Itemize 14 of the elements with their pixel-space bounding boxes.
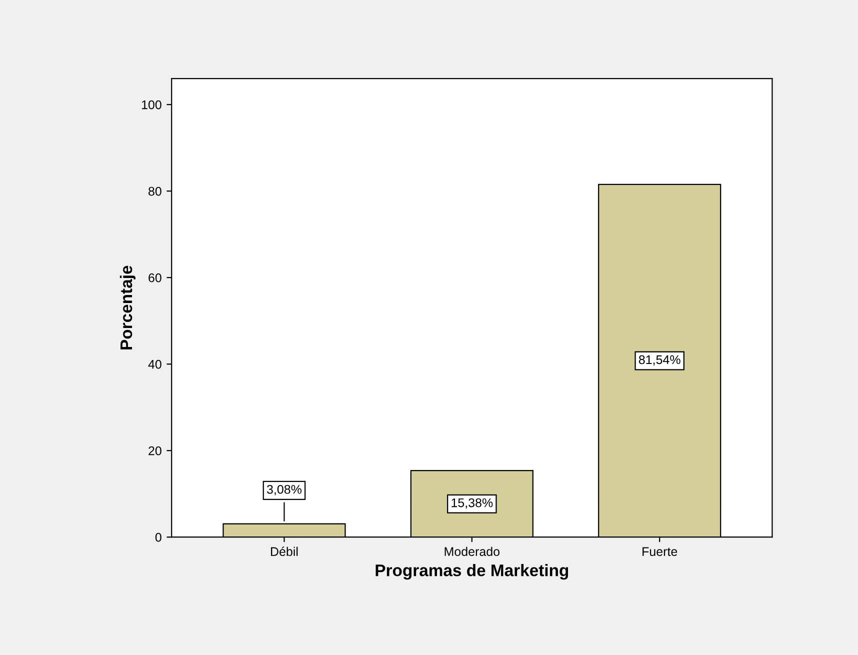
y-tick-label: 20 (148, 446, 162, 456)
data-label: 3,08% (266, 484, 302, 496)
x-tick-label: Fuerte (642, 547, 678, 556)
data-label: 15,38% (452, 498, 493, 509)
y-tick-label: 0 (155, 532, 162, 542)
y-tick-label: 100 (142, 100, 162, 110)
y-axis-title: Porcentaje (120, 266, 136, 350)
data-label: 81,54% (638, 355, 680, 366)
x-axis-title: Programas de Marketing (376, 564, 568, 580)
x-tick-label: Moderado (444, 546, 500, 556)
y-tick-label: 60 (148, 273, 162, 282)
x-tick-label: Débil (270, 546, 298, 556)
y-tick-label: 40 (148, 360, 162, 369)
y-tick-label: 80 (148, 186, 162, 196)
